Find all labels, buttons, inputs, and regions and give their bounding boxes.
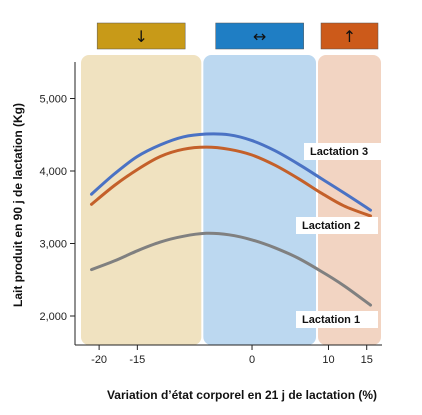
x-ticks: -20 -15 0 10 15 bbox=[91, 345, 373, 366]
zone-backgrounds bbox=[81, 55, 381, 345]
series-label-lactation-3: Lactation 3 bbox=[310, 146, 368, 158]
series-label-lactation-1: Lactation 1 bbox=[302, 314, 360, 326]
zone-badges: ↓ ↔ ↑ bbox=[96, 22, 379, 50]
series-labels: Lactation 3 Lactation 2 Lactation 1 bbox=[296, 143, 386, 328]
x-tick-label: 0 bbox=[249, 354, 255, 366]
axes bbox=[74, 62, 382, 346]
series-label-bg bbox=[296, 311, 378, 328]
y-tick-label: 3,000 bbox=[39, 239, 67, 251]
series-label-bg bbox=[304, 143, 386, 160]
zone-badge-increase bbox=[320, 22, 379, 50]
y-axis-label: Lait produit en 90 j de lactation (Kg) bbox=[11, 103, 25, 307]
x-tick-label: 10 bbox=[322, 354, 334, 366]
x-tick-label: -15 bbox=[129, 354, 145, 366]
zone-arrow-increase-icon: ↑ bbox=[343, 27, 356, 46]
zone-increase bbox=[318, 55, 381, 345]
y-ticks: 2,000 3,000 4,000 5,000 bbox=[39, 94, 75, 323]
series-lines bbox=[90, 132, 372, 307]
zone-stable bbox=[203, 55, 317, 345]
x-tick-label: 15 bbox=[361, 354, 373, 366]
series-line-lactation-2 bbox=[90, 145, 372, 218]
zone-badge-stable bbox=[215, 22, 304, 50]
x-axis-label: Variation d’état corporel en 21 j de lac… bbox=[107, 388, 377, 402]
series-label-bg bbox=[296, 217, 378, 234]
zone-arrow-stable-icon: ↔ bbox=[253, 27, 266, 46]
y-tick-label: 4,000 bbox=[39, 166, 67, 178]
y-tick-label: 2,000 bbox=[39, 311, 67, 323]
y-tick-label: 5,000 bbox=[39, 94, 67, 106]
series-line-lactation-1 bbox=[90, 231, 372, 307]
series-line-lactation-3 bbox=[90, 132, 372, 212]
zone-badge-decrease bbox=[96, 22, 186, 50]
zone-arrow-decrease-icon: ↓ bbox=[134, 27, 147, 46]
series-label-lactation-2: Lactation 2 bbox=[302, 220, 360, 232]
zone-decrease bbox=[81, 55, 202, 345]
x-tick-label: -20 bbox=[91, 354, 107, 366]
